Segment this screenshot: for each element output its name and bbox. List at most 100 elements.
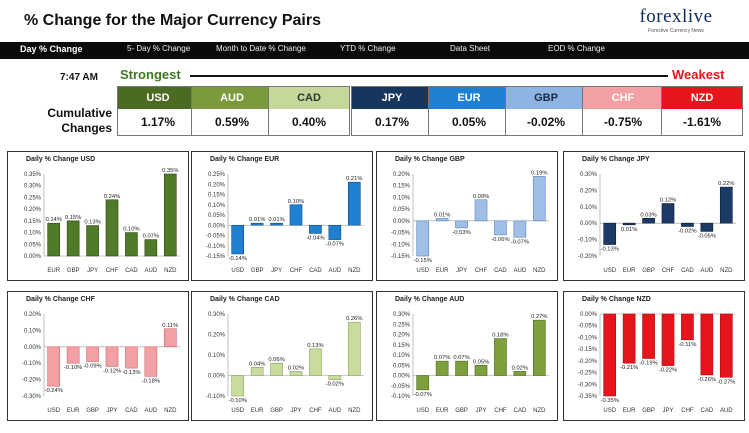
bar [347,181,361,226]
bar [455,220,468,229]
bar [532,176,546,222]
y-tick-label: -0.10% [22,361,42,367]
x-tick-label: CHF [290,268,303,274]
bar [700,222,714,232]
y-tick-label: 0.15% [393,343,411,349]
y-tick-label: -0.15% [578,347,598,353]
x-tick-label: EUR [623,408,636,414]
chart-title: Daily % Change USD [26,156,96,163]
tab-5day-change[interactable]: 5- Day % Change [127,44,191,53]
y-tick-label: -0.35% [578,394,598,400]
y-tick-label: 0.10% [24,231,42,237]
bar [309,348,322,376]
bar [455,360,468,376]
y-tick-label: 0.10% [24,328,42,334]
x-tick-label: JPY [106,408,117,414]
data-label: 0.35% [162,168,178,174]
data-label: 0.21% [346,176,362,182]
data-label: -0.07% [511,239,529,245]
data-label: -0.19% [639,361,657,367]
y-tick-label: 0.20% [24,312,42,318]
chart-title: Daily % Change JPY [582,156,650,163]
y-tick-label: 0.00% [580,312,598,318]
y-tick-label: 0.15% [393,184,411,190]
data-label: -0.24% [45,388,63,394]
chart-title: Daily % Change CHF [26,296,95,303]
y-tick-label: -0.10% [578,238,598,244]
data-label: 0.01% [621,227,637,233]
currency-box-gbp: GBP -0.02% [505,86,587,136]
bar [47,346,61,387]
currency-code: USD [118,87,198,109]
currency-cumulative-value: 0.05% [451,115,487,129]
bar [47,222,61,257]
y-tick-label: 0.25% [24,195,42,201]
data-label: 0.11% [162,323,178,329]
bar [661,313,675,366]
bar [231,224,245,255]
chart-gbp: Daily % Change GBP -0.15% -0.10% -0.05% 0.0… [376,151,558,281]
chart-eur: Daily % Change EUR -0.15% -0.10% -0.05% 0.0… [191,151,373,281]
bar [144,346,158,377]
chart-title: Daily % Change GBP [395,156,465,163]
bar [125,346,138,369]
forexlive-logo[interactable]: forexlive Forexlive Currency News [626,6,726,38]
x-tick-label: CHF [681,408,694,414]
x-tick-label: USD [603,408,616,414]
page-title: % Change for the Major Currency Pairs [24,12,321,29]
x-tick-label: CAD [494,268,507,274]
x-tick-label: JPY [271,268,282,274]
tab-day-change[interactable]: Day % Change [20,44,83,54]
data-label: -0.13% [122,370,140,376]
y-tick-label: 0.20% [580,188,598,194]
bar-chart-svg: -0.15% -0.10% -0.05% 0.00% 0.05% 0.10% 0.15% 0.… [391,170,549,274]
data-label: -0.27% [717,379,735,385]
logo-tagline: Forexlive Currency News [648,28,704,34]
logo-text: forexlive [639,6,713,27]
bar [86,346,99,362]
chart-aud: Daily % Change AUD -0.10% -0.05% 0.00% 0.05… [376,291,558,421]
strength-scale-line [190,75,668,77]
chart-title: Daily % Change NZD [582,296,651,303]
x-tick-label: USD [231,268,244,274]
tab-month-to-date[interactable]: Month to Date % Change [216,44,306,53]
x-tick-label: EUR [436,408,449,414]
currency-code: NZD [662,87,742,109]
y-tick-label: 0.20% [393,172,411,178]
y-tick-label: -0.15% [391,254,411,260]
tab-eod-change[interactable]: EOD % Change [548,44,605,53]
data-label: -0.26% [698,377,716,383]
data-label: 0.26% [346,316,362,322]
y-tick-label: 0.30% [580,172,598,178]
y-tick-label: 0.05% [24,242,42,248]
bar [105,346,119,367]
x-tick-label: USD [416,268,429,274]
y-tick-label: -0.30% [22,394,42,400]
x-tick-label: GBP [455,408,468,414]
weakest-label: Weakest [672,67,725,82]
bar [513,371,527,376]
data-label: 0.01% [249,217,265,223]
tab-ytd-change[interactable]: YTD % Change [340,44,396,53]
x-tick-label: JPY [475,408,486,414]
data-label: -0.07% [414,392,432,398]
bar [681,222,694,227]
bar [494,220,507,236]
data-label: -0.14% [229,256,247,262]
x-tick-label: EUR [623,268,636,274]
data-label: 0.02% [512,365,528,371]
bar [642,217,655,224]
currency-cumulative-value: 0.17% [374,115,410,129]
data-label: 0.12% [660,198,676,204]
currency-cumulative-value: 0.40% [291,115,327,129]
bar-chart-svg: -0.20% -0.10% 0.00% 0.10% 0.20% 0.30% -0.13% US… [578,172,736,274]
data-label: -0.07% [326,242,344,248]
y-tick-label: 0.15% [208,193,226,199]
bar [532,319,546,376]
data-label: 0.14% [45,217,61,223]
bar [700,313,714,376]
bar [474,199,488,222]
x-tick-label: NZD [348,268,361,274]
tab-data-sheet[interactable]: Data Sheet [450,44,491,53]
data-label: -0.13% [601,247,619,253]
